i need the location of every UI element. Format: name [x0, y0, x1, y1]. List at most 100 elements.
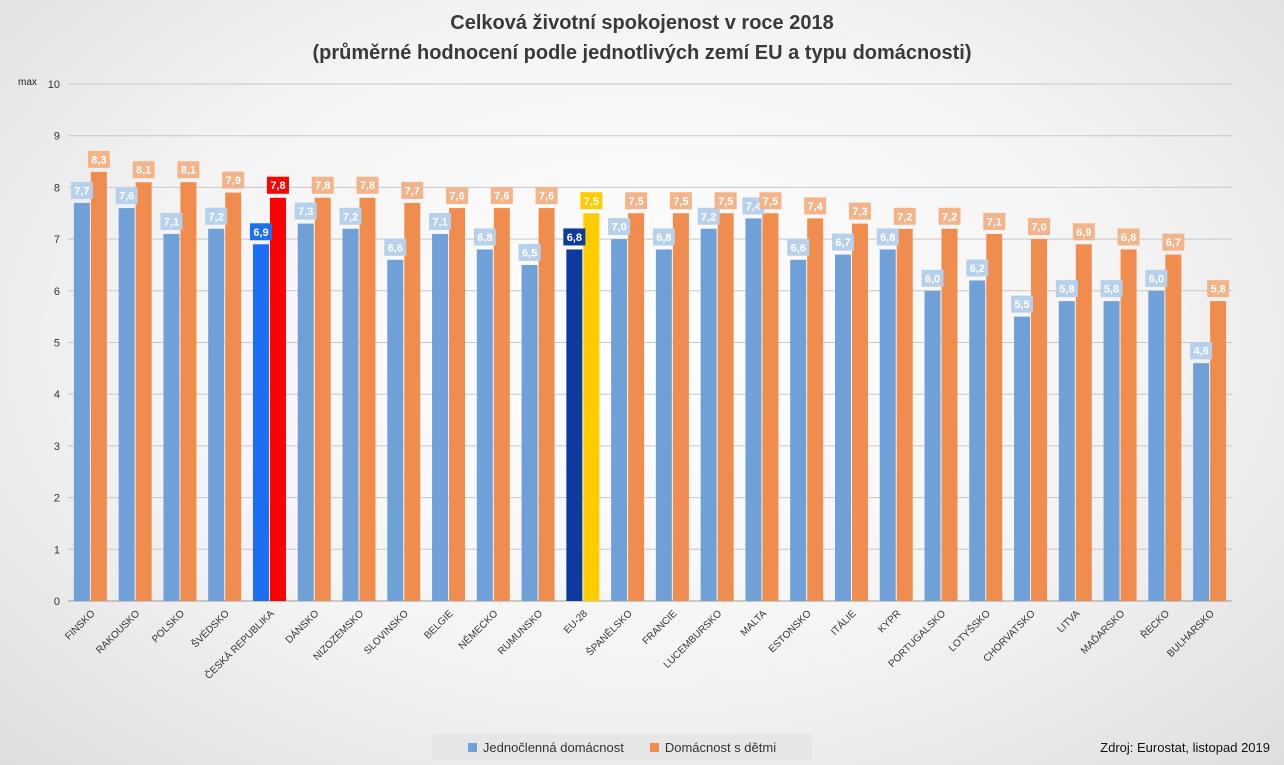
data-label-box — [831, 233, 854, 251]
data-label: 6,0 — [925, 273, 940, 285]
x-tick-label: NĚMECKO — [455, 607, 500, 652]
bar-household-with-children — [717, 213, 734, 601]
data-label-box — [132, 161, 155, 179]
data-label: 6,8 — [880, 232, 895, 244]
x-tick-label: FINSKO — [63, 608, 97, 642]
data-label-box — [983, 212, 1006, 230]
data-label-box — [966, 259, 989, 277]
data-label-box — [580, 192, 603, 210]
data-label: 7,6 — [449, 191, 464, 203]
x-tick-label: ESTONSKO — [767, 608, 814, 655]
grid-lines — [68, 83, 1232, 602]
data-label: 7,0 — [1031, 222, 1046, 234]
data-label: 7,5 — [584, 196, 599, 208]
data-label: 4,6 — [1193, 346, 1208, 358]
data-label-box — [339, 207, 362, 225]
bar-household-with-children — [1210, 301, 1227, 601]
data-label: 6,6 — [388, 242, 403, 254]
data-label: 5,8 — [1059, 284, 1074, 296]
data-label: 6,7 — [1166, 237, 1181, 249]
bar-single-household — [924, 290, 941, 601]
data-label: 6,7 — [835, 237, 850, 249]
data-label: 8,1 — [181, 165, 196, 177]
x-tick-label: LITVA — [1056, 608, 1083, 635]
data-label: 7,5 — [763, 196, 778, 208]
x-tick-label: ŠVÉDSKO — [188, 607, 232, 651]
y-tick-label: 8 — [54, 182, 60, 194]
x-tick-label: FRANCIE — [641, 608, 680, 647]
data-label: 7,6 — [494, 191, 509, 203]
y-tick-label: 4 — [54, 389, 60, 401]
bar-household-with-children — [404, 202, 421, 601]
bar-single-household — [252, 244, 269, 601]
legend-swatch-series-1 — [467, 742, 477, 752]
data-label-box — [1011, 295, 1034, 313]
bar-single-household — [745, 218, 762, 602]
bar-single-household — [879, 249, 896, 601]
data-label-box — [266, 176, 289, 194]
data-label: 6,8 — [1121, 232, 1136, 244]
data-label-box — [160, 212, 183, 230]
data-label-box — [893, 207, 916, 225]
data-label: 6,8 — [567, 232, 582, 244]
chart-title-block: Celková životní spokojenost v roce 2018 … — [0, 8, 1284, 68]
data-label: 7,3 — [298, 206, 313, 218]
data-label: 6,5 — [522, 247, 537, 259]
data-label: 7,5 — [628, 196, 643, 208]
data-label-box — [652, 228, 675, 246]
data-label-box — [535, 187, 558, 205]
bar-single-household — [1058, 301, 1075, 601]
bar-single-household — [73, 202, 90, 601]
data-label: 7,1 — [432, 216, 447, 228]
data-label-box — [608, 218, 631, 236]
bar-household-with-children — [941, 228, 958, 601]
data-label: 7,5 — [673, 196, 688, 208]
x-tick-label: RAKOUSKO — [94, 608, 142, 656]
bar-single-household — [790, 259, 807, 601]
y-axis-ticks: 0 1 2 3 4 5 6 7 8 9 10 — [48, 79, 60, 608]
data-label-box — [205, 207, 228, 225]
bar-household-with-children — [1120, 249, 1137, 601]
bar-single-household — [969, 280, 986, 601]
data-label-box — [401, 181, 424, 199]
data-label-box — [563, 228, 586, 246]
bar-household-with-children — [493, 208, 510, 601]
data-label-box — [115, 187, 138, 205]
data-label-box — [938, 207, 961, 225]
data-label: 7,8 — [315, 180, 330, 192]
data-label: 7,6 — [119, 191, 134, 203]
bar-household-with-children — [538, 208, 555, 601]
data-label: 6,6 — [791, 242, 806, 254]
data-label: 7,3 — [852, 206, 867, 218]
bar-single-household — [118, 208, 135, 601]
bar-single-household — [297, 223, 314, 601]
x-tick-label: MAĎARSKO — [1078, 607, 1128, 657]
y-tick-label: 7 — [54, 234, 60, 246]
data-label-box — [222, 171, 245, 189]
data-label-box — [1207, 280, 1230, 298]
data-label: 6,9 — [1076, 227, 1091, 239]
data-label-box — [697, 207, 720, 225]
data-label: 5,8 — [1104, 284, 1119, 296]
bar-single-household — [1193, 363, 1210, 601]
bar-single-household — [700, 228, 717, 601]
data-label-box — [473, 228, 496, 246]
data-label-box — [311, 176, 334, 194]
bar-household-with-children — [762, 213, 779, 601]
x-tick-label: ŠPANĚLSKO — [583, 607, 635, 659]
bar-household-with-children — [896, 228, 913, 601]
x-tick-label: EU-28 — [562, 608, 590, 636]
y-tick-label: 5 — [54, 338, 60, 350]
bar-household-with-children — [628, 213, 645, 601]
data-label: 7,4 — [746, 201, 762, 213]
bar-single-household — [834, 254, 851, 602]
data-label: 6,8 — [656, 232, 671, 244]
data-label-box — [490, 187, 513, 205]
data-label-box — [384, 238, 407, 256]
bar-household-with-children — [449, 208, 466, 601]
y-tick-label: 2 — [54, 493, 60, 505]
data-label: 5,5 — [1014, 299, 1029, 311]
x-tick-label: SLOVINSKO — [362, 608, 411, 657]
data-labels: 7,78,37,68,17,18,17,27,96,97,87,37,87,27… — [70, 150, 1230, 360]
data-label: 7,8 — [270, 180, 285, 192]
